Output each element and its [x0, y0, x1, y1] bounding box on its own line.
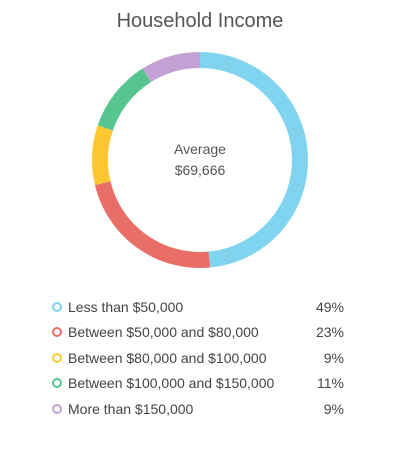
legend-value: 9%	[323, 400, 344, 417]
legend-dot-icon	[52, 301, 62, 312]
legend-label: Between $50,000 and $80,000	[68, 324, 259, 341]
legend-value: 23%	[315, 324, 344, 341]
legend-dot-icon	[52, 378, 62, 389]
legend-label: More than $150,000	[68, 400, 194, 417]
donut-slice-between-50-000-and-80-000[interactable]	[94, 181, 211, 268]
legend-item-80000-to-100000[interactable]: Between $80,000 and $100,000 9%	[52, 345, 344, 371]
center-caption: Average	[174, 141, 226, 157]
legend-value: 11%	[317, 375, 344, 392]
legend-value: 9%	[323, 349, 344, 366]
chart-legend: Less than $50,000 49% Between $50,000 an…	[52, 294, 344, 422]
legend-item-less-than-50000[interactable]: Less than $50,000 49%	[52, 294, 344, 320]
legend-item-100000-to-150000[interactable]: Between $100,000 and $150,000 11%	[52, 371, 344, 397]
legend-label: Between $100,000 and $150,000	[68, 375, 275, 392]
center-value: $69,666	[174, 162, 226, 178]
donut-slice-less-than-50-000[interactable]	[200, 52, 309, 268]
legend-dot-icon	[52, 327, 62, 338]
legend-value: 49%	[315, 298, 344, 315]
donut-slice-more-than-150-000[interactable]	[142, 52, 200, 83]
donut-svg	[92, 52, 309, 268]
chart-title: Household Income	[116, 10, 284, 32]
donut-slice-between-80-000-and-100-000[interactable]	[92, 125, 113, 185]
legend-dot-icon	[52, 403, 62, 414]
legend-item-50000-to-80000[interactable]: Between $50,000 and $80,000 23%	[52, 320, 344, 346]
legend-label: Less than $50,000	[68, 298, 184, 315]
legend-label: Between $80,000 and $100,000	[68, 349, 267, 366]
legend-item-more-than-150000[interactable]: More than $150,000 9%	[52, 396, 344, 422]
donut-chart: Average $69,666	[91, 51, 309, 269]
legend-dot-icon	[52, 352, 62, 363]
donut-center-label: Average $69,666	[91, 51, 309, 269]
donut-slice-between-100-000-and-150-000[interactable]	[97, 68, 152, 131]
